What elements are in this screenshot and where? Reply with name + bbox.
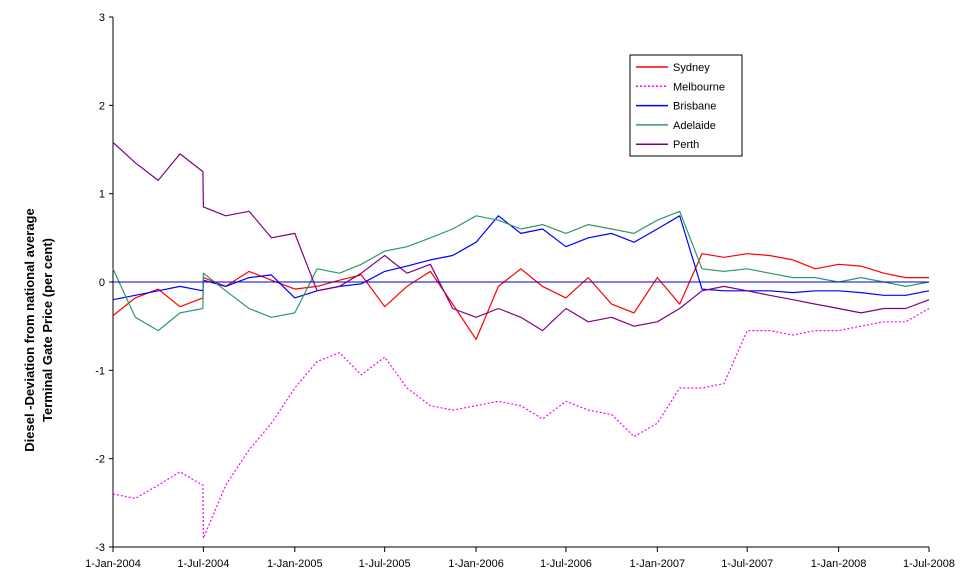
- x-tick-label: 1-Jul-2005: [359, 558, 411, 570]
- y-tick-label: 3: [99, 12, 105, 24]
- series-line-sydney: [112, 253, 929, 340]
- x-tick-label: 1-Jul-2007: [721, 558, 773, 570]
- x-ticks: 1-Jan-2004 1-Jul-2004 1-Jan-2005 1-Jul-2005…: [85, 547, 955, 570]
- series-line-perth: [112, 141, 930, 332]
- y-tick-label: -2: [95, 454, 105, 466]
- y-axis-title-line-2: Terminal Gate Price (per cent): [40, 238, 55, 422]
- legend-label-melbourne: Melbourne: [673, 81, 725, 93]
- y-tick-label: 0: [99, 277, 105, 289]
- x-tick-label: 1-Jul-2004: [177, 558, 229, 570]
- series-group: [112, 141, 930, 539]
- x-tick-label: 1-Jan-2008: [811, 558, 867, 570]
- legend-items: Sydney Melbourne Brisbane Adelaide Perth: [636, 62, 725, 151]
- series-line-adelaide: [112, 210, 930, 332]
- y-tick-label: 1: [99, 189, 105, 201]
- y-tick-label: -1: [95, 365, 105, 377]
- y-axis-title: Diesel -Deviation from national average …: [22, 208, 55, 451]
- x-tick-label: 1-Jul-2008: [903, 558, 955, 570]
- y-tick-label: 2: [99, 100, 105, 112]
- legend-label-adelaide: Adelaide: [673, 120, 716, 132]
- series-line-melbourne: [112, 307, 930, 539]
- x-tick-label: 1-Jan-2004: [85, 558, 141, 570]
- y-tick-label: -3: [95, 542, 105, 554]
- legend-label-perth: Perth: [673, 139, 699, 151]
- legend: Sydney Melbourne Brisbane Adelaide Perth: [629, 54, 743, 157]
- y-ticks: 3 2 1 0 -1 -2 -3: [95, 12, 113, 554]
- x-tick-label: 1-Jan-2007: [630, 558, 686, 570]
- x-tick-label: 1-Jul-2006: [540, 558, 592, 570]
- x-tick-label: 1-Jan-2006: [448, 558, 504, 570]
- legend-label-sydney: Sydney: [673, 62, 710, 74]
- y-axis-title-line-1: Diesel -Deviation from national average: [22, 208, 37, 451]
- x-tick-label: 1-Jan-2005: [267, 558, 323, 570]
- legend-label-brisbane: Brisbane: [673, 101, 716, 113]
